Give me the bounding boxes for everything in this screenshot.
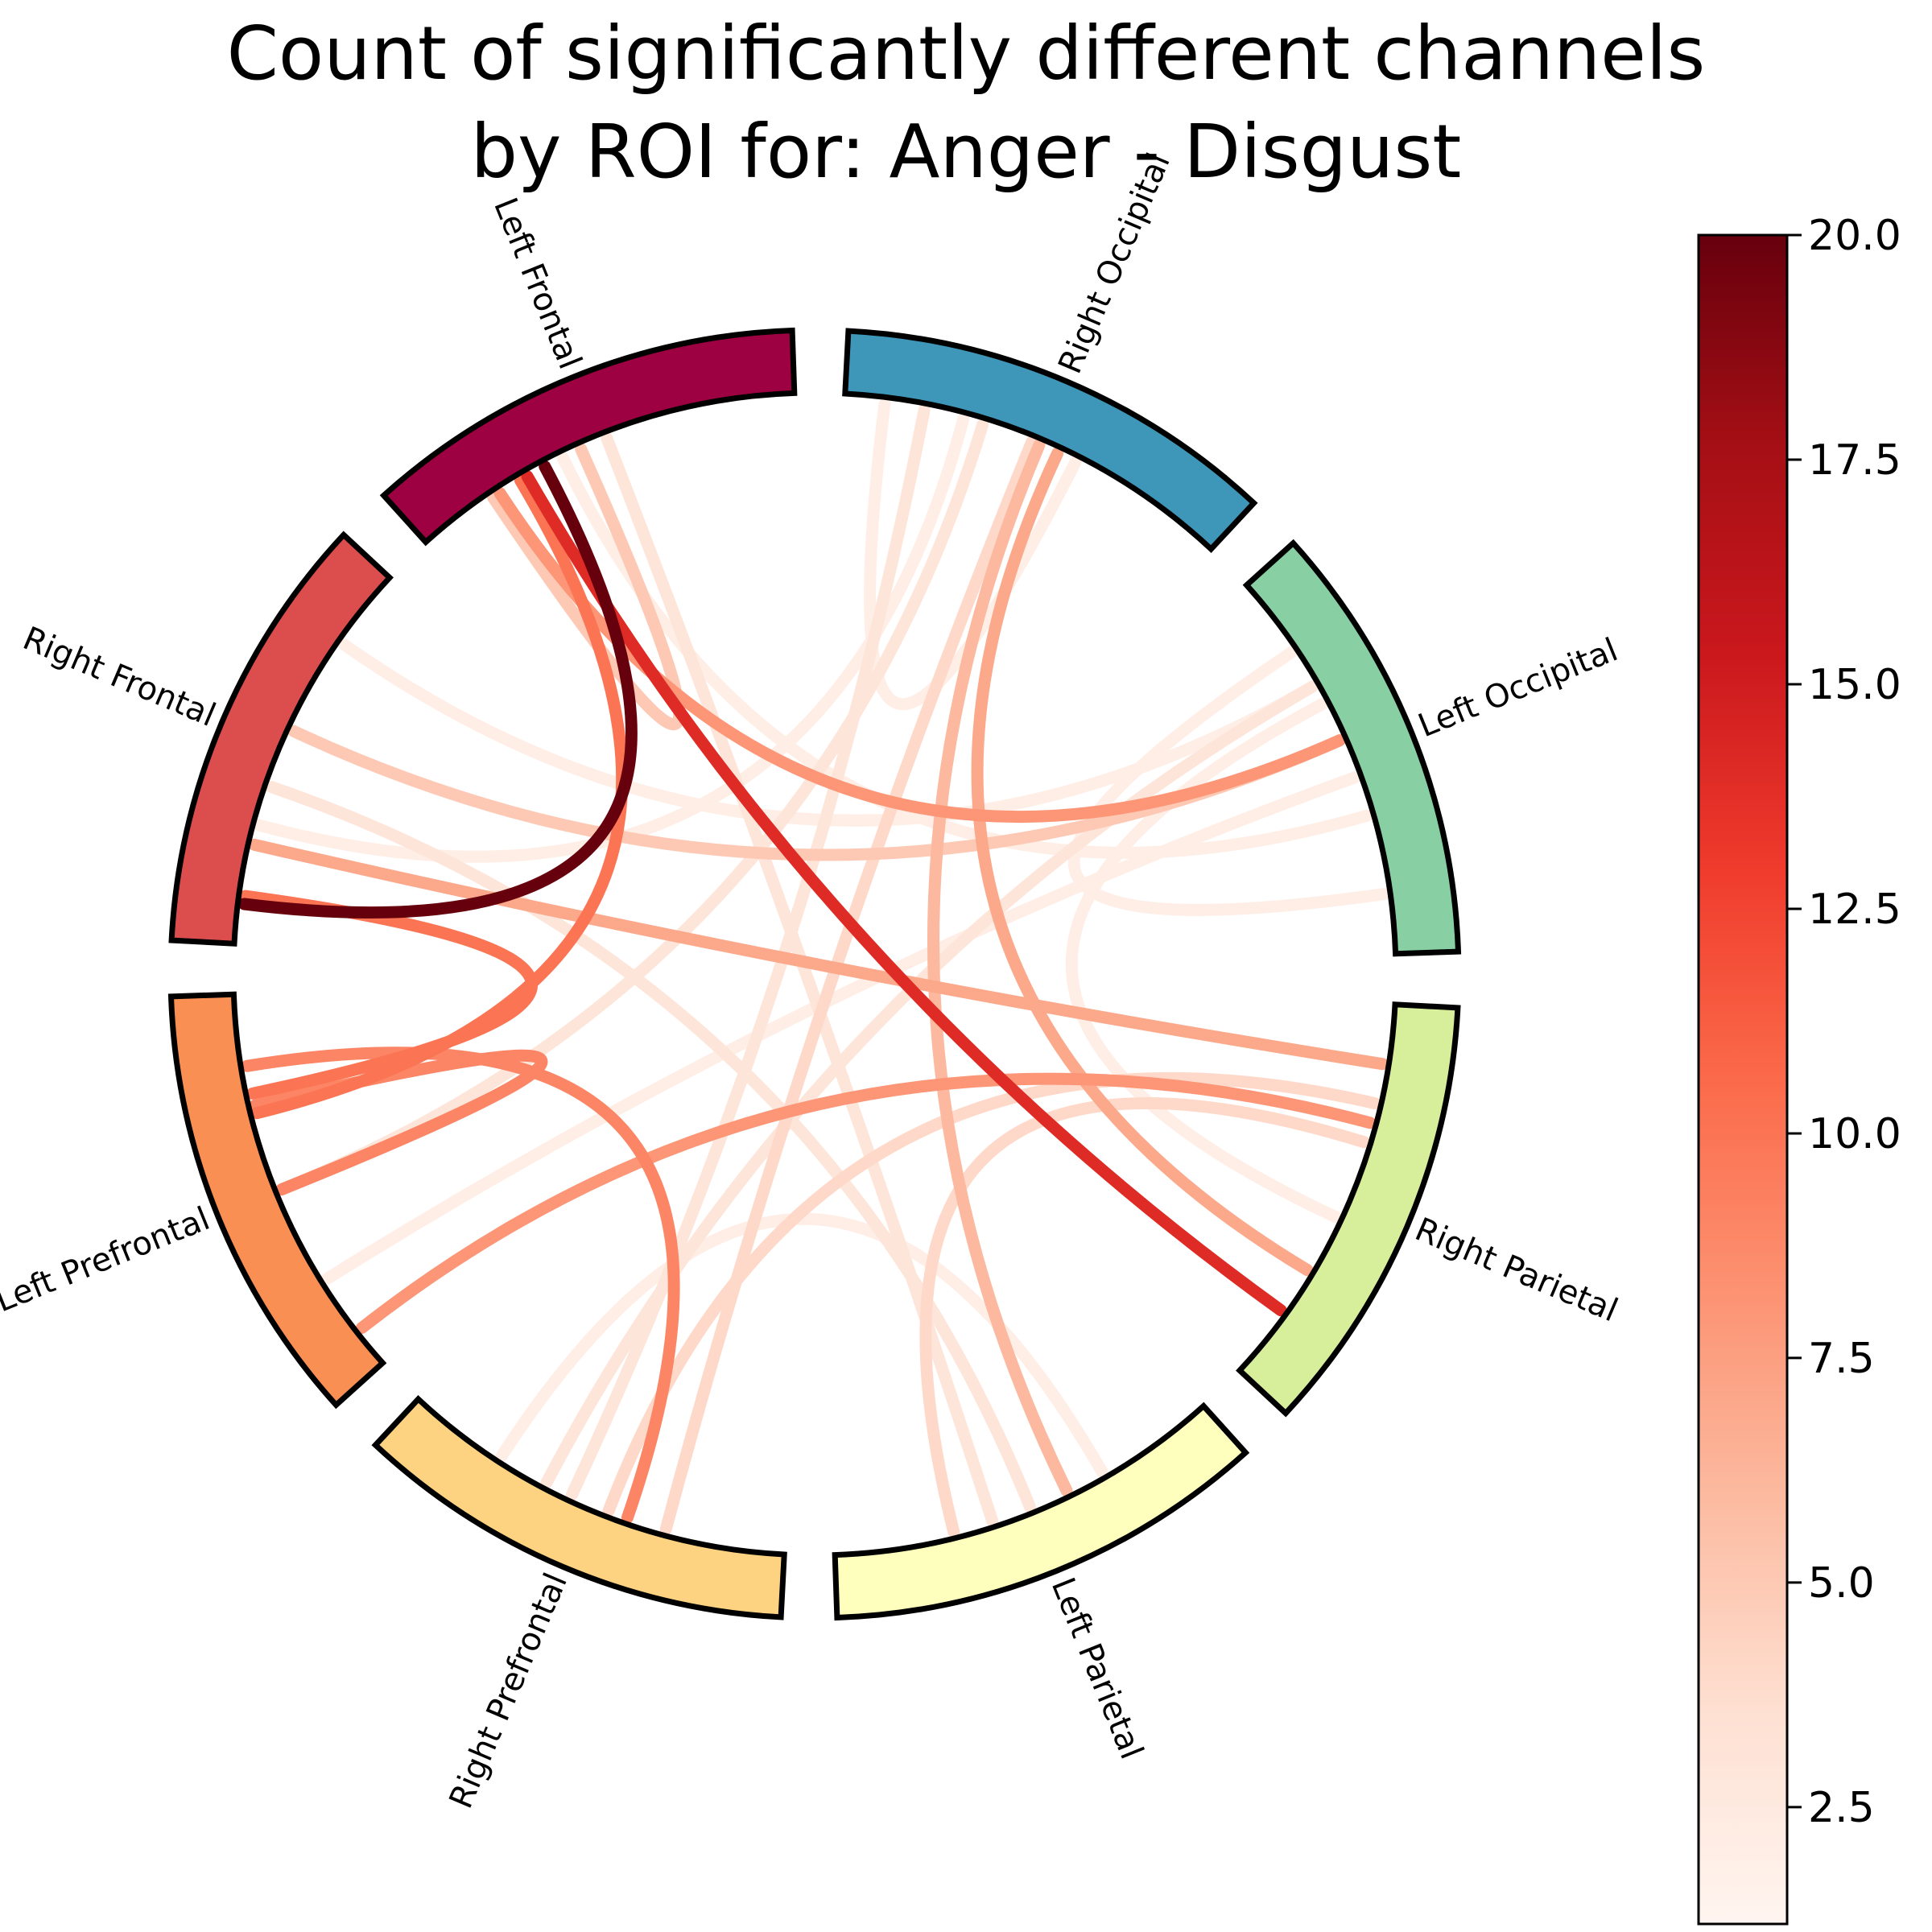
chord-link-right-prefrontal-to-right-parietal bbox=[602, 1071, 1381, 1517]
chord-link-right-occipital-to-right-frontal bbox=[253, 412, 970, 863]
chord-link-left-occipital-to-left-occipital bbox=[1067, 646, 1390, 916]
colorbar-tick-label: 5.0 bbox=[1808, 1559, 1875, 1608]
colorbar-tick-label: 17.5 bbox=[1808, 436, 1901, 485]
roi-label-right-prefrontal: Right Prefrontal bbox=[443, 1568, 575, 1814]
roi-segments bbox=[167, 327, 1462, 1621]
roi-label-left-parietal: Left Parietal bbox=[1044, 1573, 1150, 1765]
chord-link-right-occipital-to-left-parietal bbox=[927, 439, 1073, 1497]
chord-link-left-prefrontal-to-right-parietal bbox=[355, 1072, 1377, 1335]
colorbar-tick-label: 20.0 bbox=[1808, 212, 1901, 260]
colorbar-tick-label: 15.0 bbox=[1808, 661, 1901, 709]
chord-link-left-frontal-to-left-parietal bbox=[601, 431, 999, 1527]
chord-link-right-frontal-to-left-parietal bbox=[265, 781, 1036, 1513]
chord-link-right-frontal-to-right-parietal bbox=[248, 838, 1389, 1071]
roi-segment-right-parietal bbox=[1236, 1001, 1461, 1418]
chord-link-left-frontal-to-left-frontal bbox=[487, 443, 686, 731]
roi-label-left-prefrontal: Left Prefrontal bbox=[0, 1200, 215, 1319]
chord-link-right-occipital-to-right-parietal bbox=[971, 447, 1314, 1277]
chord-link-left-frontal-to-left-prefrontal bbox=[250, 474, 629, 1120]
roi-segment-left-frontal bbox=[379, 327, 798, 547]
chord-link-left-prefrontal-to-left-prefrontal bbox=[249, 1049, 548, 1195]
chord-link-right-occipital-to-left-prefrontal bbox=[275, 418, 989, 1195]
roi-label-right-parietal: Right Parietal bbox=[1410, 1211, 1623, 1329]
roi-segment-left-prefrontal bbox=[167, 991, 387, 1410]
colorbar-tick-label: 12.5 bbox=[1808, 886, 1901, 934]
roi-segment-right-frontal bbox=[168, 530, 394, 947]
roi-label-right-frontal: Right Frontal bbox=[18, 620, 221, 734]
roi-segment-left-occipital bbox=[1242, 539, 1462, 957]
chord-link-left-occipital-to-right-parietal bbox=[1065, 698, 1342, 1224]
roi-segment-right-prefrontal bbox=[371, 1395, 787, 1620]
title-line-2: by ROI for: Anger - Disgust bbox=[471, 109, 1462, 195]
colorbar-tick-label: 7.5 bbox=[1808, 1335, 1875, 1383]
chord-link-right-frontal-to-left-prefrontal bbox=[239, 890, 538, 1100]
chord-link-left-frontal-to-right-frontal bbox=[237, 460, 638, 919]
chord-links bbox=[237, 397, 1390, 1538]
title-line-1: Count of significantly different channel… bbox=[227, 10, 1706, 97]
roi-segment-left-parietal bbox=[832, 1402, 1250, 1621]
chart-title: Count of significantly different channel… bbox=[227, 10, 1706, 195]
roi-label-left-frontal: Left Frontal bbox=[486, 192, 588, 374]
chord-link-left-parietal-to-right-prefrontal bbox=[495, 1212, 1108, 1478]
colorbar-gradient bbox=[1697, 233, 1789, 1926]
colorbar-tick-label: 2.5 bbox=[1808, 1784, 1875, 1832]
colorbar-tick-label: 10.0 bbox=[1808, 1110, 1901, 1158]
colorbar-ticks: 2.5 5.0 7.5 10.0 12.5 15.0 17.5 20.0 bbox=[1787, 212, 1901, 1832]
roi-segment-right-occipital bbox=[842, 328, 1258, 553]
colorbar: 2.5 5.0 7.5 10.0 12.5 15.0 17.5 20.0 bbox=[1697, 212, 1901, 1926]
roi-label-left-occipital: Left Occipital bbox=[1414, 631, 1624, 745]
chord-link-left-occipital-to-right-prefrontal bbox=[540, 680, 1319, 1489]
chord-link-right-parietal-to-left-parietal bbox=[919, 1096, 1371, 1538]
chord-link-right-occipital-to-right-prefrontal bbox=[659, 436, 1038, 1536]
chord-link-left-frontal-to-left-occipital bbox=[493, 487, 1346, 824]
